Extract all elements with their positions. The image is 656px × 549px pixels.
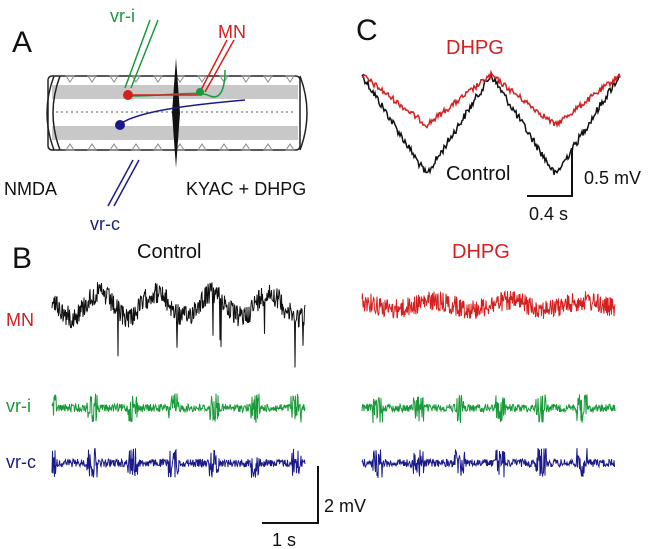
trace <box>219 75 229 83</box>
trace <box>87 75 97 83</box>
label-vr-i: vr-i <box>110 6 135 26</box>
row-label: vr-i <box>6 396 31 416</box>
label-control: Control <box>446 163 510 185</box>
trace <box>131 143 141 151</box>
label-dhpg: DHPG <box>446 37 504 59</box>
trace <box>197 143 207 151</box>
scale-time: 0.4 s <box>529 204 568 224</box>
scale-bar <box>527 148 573 197</box>
label-control: Control <box>137 241 201 263</box>
row-label: vr-c <box>6 452 36 472</box>
scale-time: 1 s <box>272 530 296 549</box>
trace <box>87 143 97 151</box>
trace <box>263 75 273 83</box>
trace <box>241 75 251 83</box>
trace <box>241 143 251 151</box>
trace <box>361 289 616 319</box>
trace <box>361 447 616 478</box>
trace <box>219 143 229 151</box>
trace <box>361 394 616 423</box>
cord-diagram <box>46 19 308 207</box>
panel-label: B <box>12 242 32 275</box>
trace <box>109 75 119 83</box>
trace <box>65 143 75 151</box>
row-label: MN <box>6 310 34 330</box>
label-nmda: NMDA <box>4 179 57 199</box>
label-vr-c: vr-c <box>90 214 120 234</box>
trace <box>51 393 306 423</box>
label-dhpg: DHPG <box>452 241 510 263</box>
trace <box>65 75 75 83</box>
trace <box>175 75 185 83</box>
trace <box>285 75 295 83</box>
trace <box>263 143 273 151</box>
label-bath: KYAC + DHPG <box>186 179 306 199</box>
scale-voltage: 2 mV <box>324 496 366 516</box>
scale-voltage: 0.5 mV <box>584 168 641 188</box>
trace <box>175 143 185 151</box>
trace <box>51 447 306 478</box>
trace <box>109 143 119 151</box>
trace <box>361 69 621 129</box>
trace <box>285 143 295 151</box>
label-mn: MN <box>218 22 246 42</box>
trace <box>197 75 207 83</box>
trace <box>153 143 163 151</box>
panel-label: C <box>356 14 378 47</box>
panel-label: A <box>12 26 32 59</box>
trace <box>153 75 163 83</box>
trace <box>361 72 621 175</box>
trace <box>51 282 306 368</box>
scale-bar <box>262 466 319 524</box>
